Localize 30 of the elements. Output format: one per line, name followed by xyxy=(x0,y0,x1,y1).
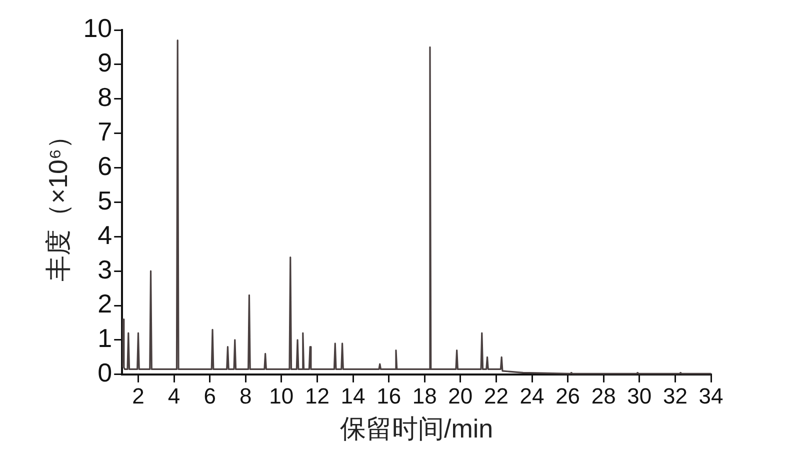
x-tick-label: 8 xyxy=(240,384,252,409)
y-tick-label: 7 xyxy=(98,116,112,146)
x-tick-label: 22 xyxy=(484,384,508,409)
y-tick-label: 1 xyxy=(98,323,112,354)
x-tick-label: 20 xyxy=(448,384,473,409)
x-axis-title: 保留时间/min xyxy=(340,414,494,444)
x-tick-label: 12 xyxy=(304,384,330,409)
y-tick-label: 2 xyxy=(98,288,112,319)
x-tick-label: 16 xyxy=(376,384,402,409)
y-tick-label: 9 xyxy=(98,48,112,78)
x-tick-label: 10 xyxy=(269,384,294,409)
x-tick-label: 28 xyxy=(591,384,616,409)
y-tick-label: 8 xyxy=(98,82,112,112)
x-tick-label: 26 xyxy=(556,384,580,409)
x-tick-label: 32 xyxy=(662,384,688,409)
x-tick-label: 6 xyxy=(204,384,216,409)
y-tick-label: 4 xyxy=(98,220,112,250)
x-tick-label: 14 xyxy=(340,384,366,409)
y-tick-label: 5 xyxy=(98,185,112,216)
x-tick-label: 2 xyxy=(132,384,144,409)
y-tick-label: 10 xyxy=(83,13,112,44)
x-tick-label: 30 xyxy=(627,384,652,409)
y-tick-label: 6 xyxy=(98,150,112,181)
y-tick-label: 3 xyxy=(98,254,112,284)
x-tick-label: 4 xyxy=(168,384,180,409)
x-tick-label: 18 xyxy=(412,384,437,409)
y-tick-label: 0 xyxy=(98,358,112,388)
x-tick-label: 34 xyxy=(698,384,724,409)
x-tick-label: 24 xyxy=(520,384,544,409)
y-axis-title: 丰度（×10⁶） xyxy=(42,122,73,282)
